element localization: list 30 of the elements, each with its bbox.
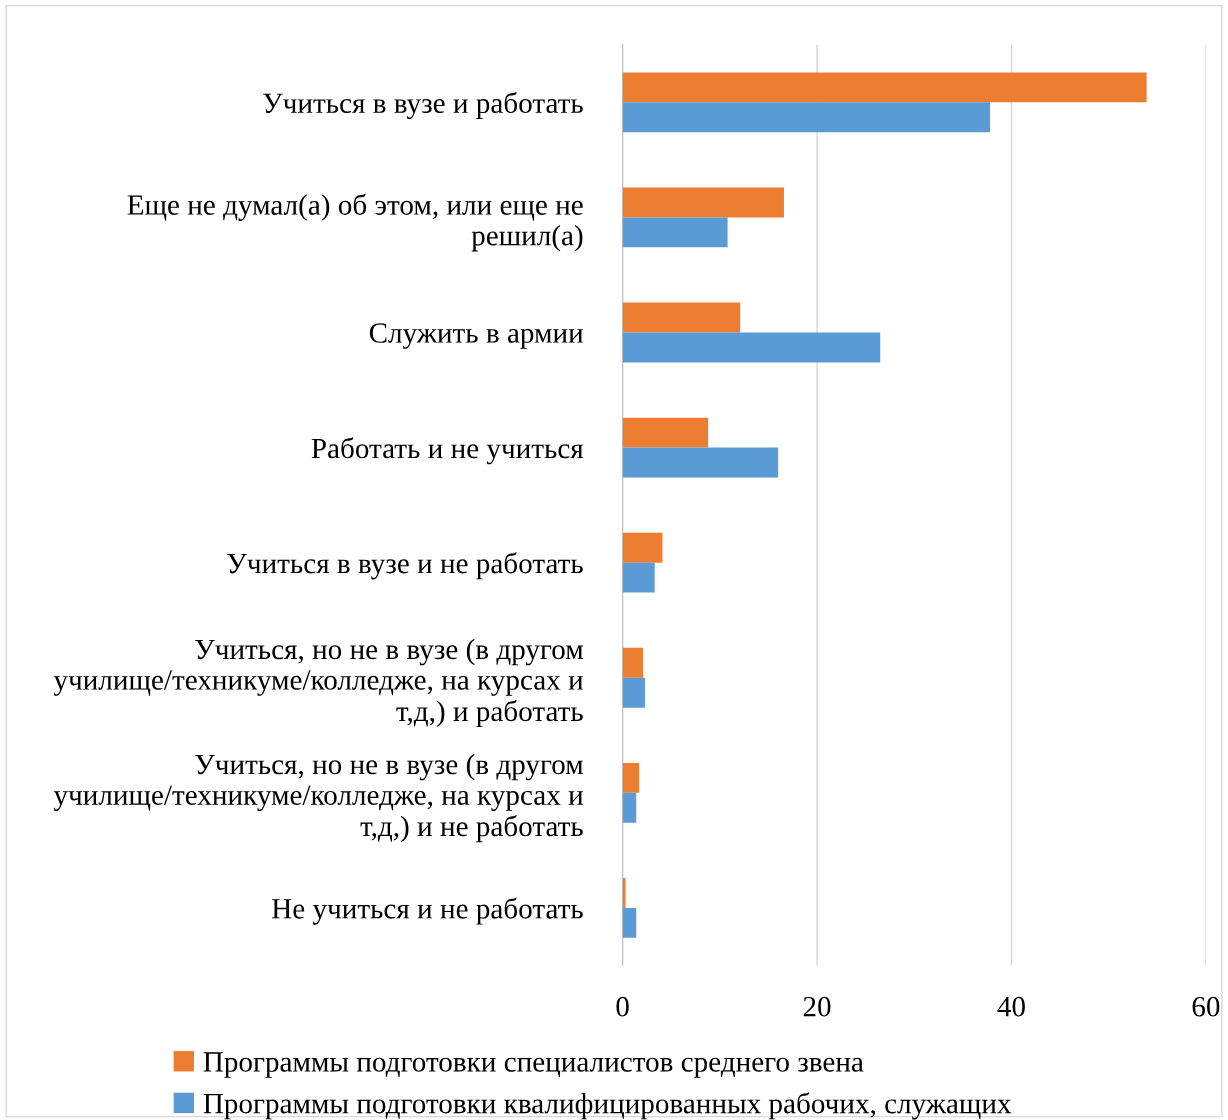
- y-tick-label: Учиться, но не в вузе (в другом училище/техникуме/колледже, на курсах и т,д,) и работать: [53, 638, 584, 728]
- bar: [622, 532, 663, 563]
- bar: [622, 647, 644, 678]
- x-tick-label: 20: [803, 996, 831, 1017]
- bar: [622, 72, 1147, 103]
- bar: [622, 187, 784, 218]
- y-tick-label: Не учиться и не работать: [272, 897, 583, 925]
- bar: [622, 562, 655, 593]
- bar: [622, 447, 779, 478]
- y-tick-label: Учиться в вузе и не работать: [227, 552, 583, 580]
- y-tick-label: Учиться, но не в вузе (в другом училище/техникуме/колледже, на курсах и т,д,) и не работать: [53, 753, 584, 843]
- bar: [622, 877, 626, 908]
- legend-label: Программы подготовки квалифицированных рабочих, служащих: [203, 1092, 1012, 1120]
- y-tick-label: Учиться в вузе и работать: [263, 91, 583, 120]
- x-tick-label: 60: [1192, 996, 1220, 1017]
- bar: [622, 677, 645, 708]
- bar: [622, 102, 991, 133]
- bar: [622, 302, 741, 333]
- y-tick-label: Служить в армии: [369, 323, 584, 349]
- y-tick-label: Еще не думал(а) об этом, или еще не решил(а): [127, 193, 583, 252]
- bar: [622, 762, 640, 793]
- bar: [622, 907, 637, 938]
- bar: [622, 217, 728, 248]
- x-tick-label: 0: [616, 996, 629, 1017]
- y-tick-label: Работать и не учиться: [311, 437, 584, 465]
- x-tick-label: 40: [997, 996, 1025, 1017]
- bar: [622, 332, 881, 363]
- bar: [622, 417, 709, 448]
- legend-label: Программы подготовки специалистов среднего звена: [203, 1052, 864, 1078]
- bar: [622, 792, 637, 823]
